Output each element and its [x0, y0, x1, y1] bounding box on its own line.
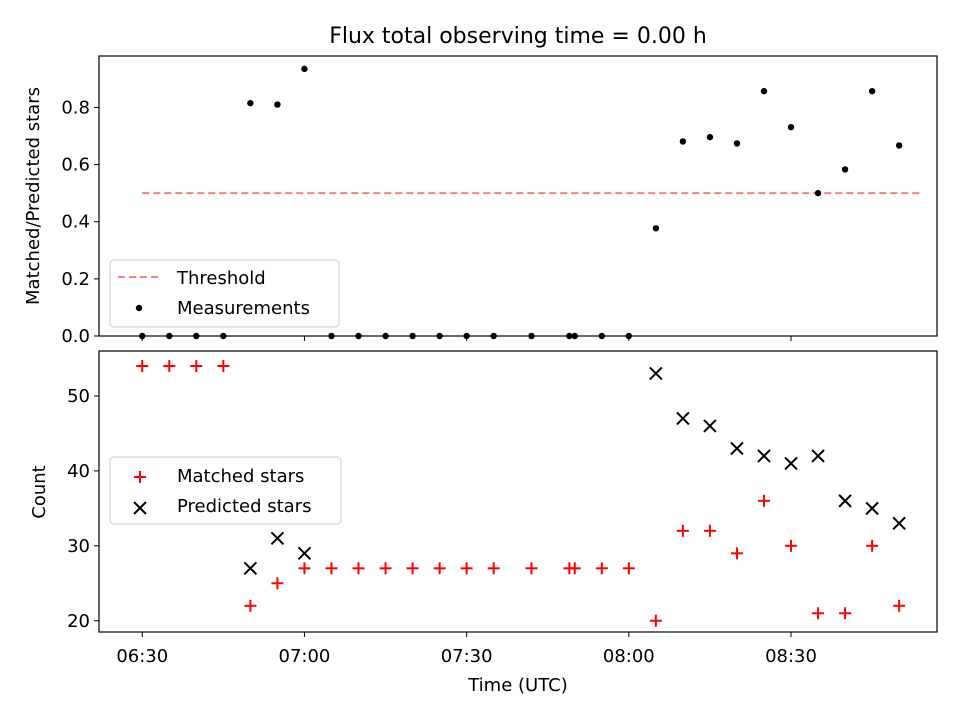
top-ytick-label: 0.2 — [61, 269, 90, 290]
matched-stars-point — [244, 599, 257, 612]
predicted-stars-point — [811, 449, 825, 463]
matched-stars-point — [676, 524, 689, 537]
top-ytick-label: 0.6 — [61, 155, 90, 176]
measurement-point — [706, 133, 714, 141]
legend-threshold-label: Threshold — [176, 268, 266, 289]
top-ytick-label: 0.8 — [61, 97, 90, 118]
legend-predicted-label: Predicted stars — [177, 496, 311, 517]
measurement-point — [301, 65, 308, 73]
bottom-ytick-label: 50 — [67, 386, 90, 407]
bottom-ytick-label: 40 — [67, 461, 90, 482]
measurement-point — [247, 99, 254, 107]
matched-stars-point — [649, 614, 662, 627]
matched-stars-point — [785, 539, 798, 552]
top-ytick-label: 0.0 — [61, 326, 90, 347]
predicted-stars-point — [730, 441, 744, 456]
legend-matched-label: Matched stars — [177, 466, 304, 487]
matched-stars-point — [525, 562, 538, 575]
matched-stars-point — [703, 524, 716, 537]
matched-stars-point — [163, 359, 176, 372]
bottom-legend: Matched stars Predicted stars — [109, 456, 342, 525]
predicted-stars-point — [784, 456, 798, 471]
matched-stars-point — [757, 494, 770, 507]
matched-stars-point — [325, 562, 338, 575]
matched-stars-point — [271, 577, 284, 590]
matched-stars-point — [190, 359, 203, 372]
bottom-ytick-label: 30 — [67, 536, 90, 557]
bottom-xtick-label: 07:00 — [279, 646, 331, 667]
predicted-stars-point — [243, 561, 258, 576]
measurement-point — [733, 140, 741, 147]
measurement-point — [868, 87, 876, 95]
predicted-stars-point — [757, 449, 771, 463]
bottom-ytick-label: 20 — [67, 611, 90, 632]
x-axis-label: Time (UTC) — [467, 675, 568, 696]
predicted-stars-point — [892, 516, 906, 531]
matched-stars-point — [433, 562, 446, 575]
bottom-legend-box — [109, 456, 342, 525]
matched-stars-point — [812, 607, 825, 620]
predicted-stars-point — [270, 531, 285, 546]
bottom-y-axis-label: Count — [29, 465, 50, 518]
legend-matched-swatch — [134, 471, 146, 483]
predicted-stars-point — [865, 501, 879, 516]
matched-stars-point — [406, 562, 419, 575]
bottom-axes-frame — [98, 350, 938, 633]
measurement-point — [814, 189, 822, 197]
matched-stars-point — [839, 607, 852, 620]
matched-stars-point — [730, 547, 743, 560]
predicted-stars-point — [649, 366, 663, 381]
matched-stars-point — [866, 539, 879, 552]
predicted-stars-point — [676, 411, 690, 426]
bottom-xtick-label: 08:30 — [765, 646, 817, 667]
measurement-point — [679, 138, 687, 145]
measurement-point — [895, 142, 903, 149]
matched-stars-point — [298, 562, 311, 575]
measurement-point — [274, 101, 281, 108]
matched-stars-point — [595, 562, 608, 575]
predicted-stars-point — [297, 546, 312, 561]
matched-stars-point — [487, 562, 500, 575]
legend-measurements-label: Measurements — [177, 298, 310, 319]
bottom-xtick-label: 06:30 — [116, 646, 168, 667]
bottom-xtick-label: 08:00 — [603, 646, 655, 667]
top-panel: Matched/Predicted stars 0.00.20.40.60.8 … — [23, 55, 938, 347]
top-ticks: 0.0 0.2 0.4 0.6 0.8 — [61, 97, 792, 347]
legend-predicted-swatch — [133, 501, 147, 515]
chart-title: Flux total observing time = 0.00 h — [329, 24, 707, 49]
matched-stars-point — [568, 562, 581, 575]
bottom-ticks: 20 30 40 50 06:30 07:00 07:30 08:00 08:30 — [67, 386, 817, 667]
matched-stars-point — [379, 562, 392, 575]
top-legend: Threshold Measurements — [109, 259, 340, 328]
top-ytick-label: 0.4 — [61, 212, 90, 233]
legend-measurements-swatch — [135, 304, 143, 312]
predicted-stars-point — [703, 419, 717, 433]
top-axes-frame — [98, 55, 938, 337]
measurement-point — [652, 225, 660, 232]
matched-stars-point — [352, 562, 365, 575]
measurement-point — [841, 166, 849, 173]
matched-stars-point — [217, 359, 230, 372]
top-y-axis-label: Matched/Predicted stars — [23, 87, 44, 305]
matched-stars-point — [893, 599, 906, 612]
matched-stars-point — [460, 562, 473, 575]
bottom-xtick-label: 07:30 — [441, 646, 493, 667]
bottom-marks — [136, 359, 906, 627]
measurement-point — [760, 87, 768, 95]
measurement-point — [787, 123, 795, 131]
predicted-stars-point — [838, 494, 852, 508]
matched-stars-point — [136, 359, 149, 372]
matched-stars-point — [622, 562, 635, 575]
top-legend-box — [109, 259, 340, 328]
